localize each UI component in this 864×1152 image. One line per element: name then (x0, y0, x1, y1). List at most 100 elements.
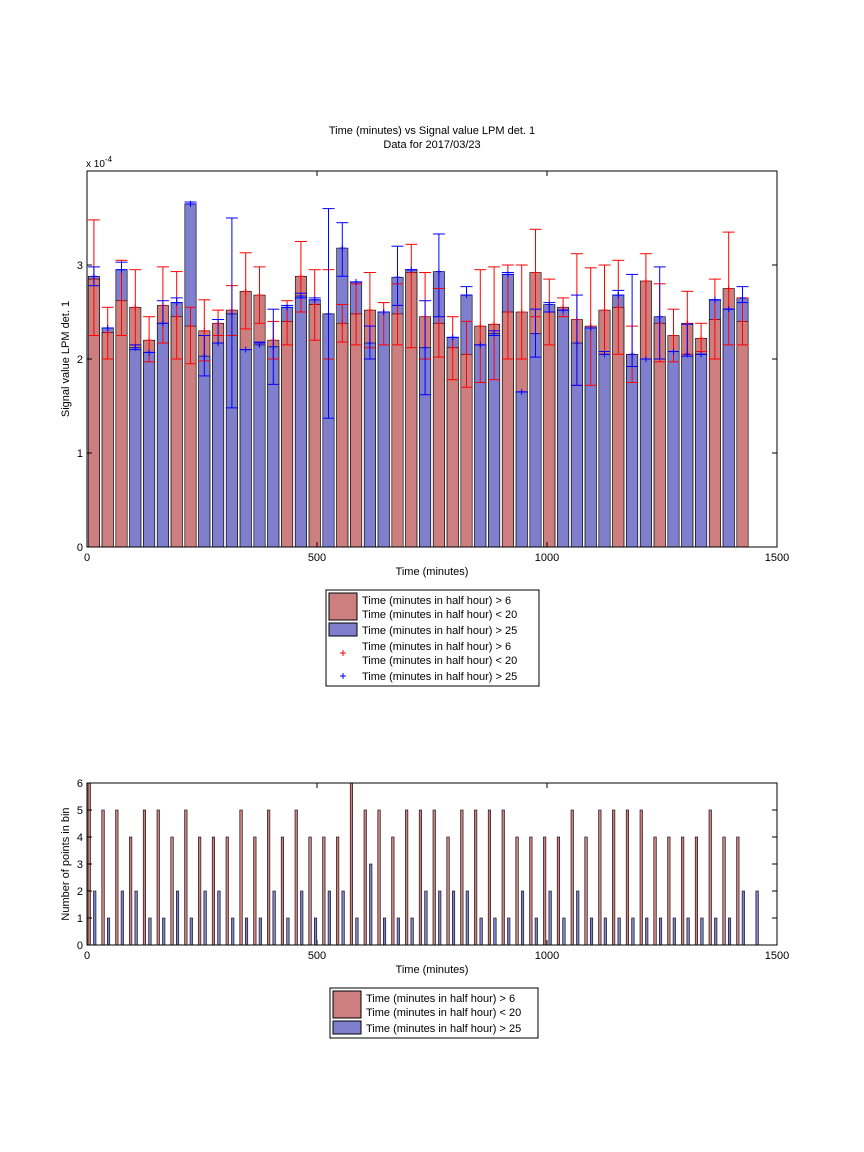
high-minute-bar (212, 342, 225, 548)
top-chart-y-tick-label: 2 (77, 354, 83, 366)
bottom-chart-x-tick-label: 500 (308, 950, 326, 962)
high-minute-count-bar (93, 890, 97, 946)
high-minute-count-bar (148, 917, 152, 946)
low-minute-count-bar (708, 809, 712, 946)
high-minute-bar (198, 355, 211, 548)
bottom-chart-axes: 0 500 1000 1500 0 1 2 3 4 5 6 (77, 778, 789, 962)
high-minute-bar (143, 352, 156, 548)
low-minute-count-bar (625, 809, 629, 946)
low-minute-bar (308, 304, 321, 548)
low-minute-bar (281, 321, 294, 548)
low-minute-bar (336, 322, 349, 548)
high-minute-count-bar (672, 917, 676, 946)
low-minute-count-bar (184, 809, 188, 946)
low-minute-count-bar (446, 836, 450, 946)
top-chart-legend-swatch (328, 592, 358, 621)
high-minute-count-bar (507, 917, 511, 946)
low-minute-count-bar (639, 809, 643, 946)
low-minute-count-bar (308, 836, 312, 946)
top-chart-x-axis-label: Time (minutes) (396, 566, 469, 578)
high-minute-count-bar (727, 917, 732, 946)
low-minute-count-bar (101, 809, 105, 946)
top-chart-y-tick-label: 3 (77, 260, 83, 272)
low-minute-count-bar (363, 809, 367, 946)
top-chart-bars (87, 203, 749, 548)
low-minute-count-bar (584, 836, 588, 946)
high-minute-count-bar (741, 890, 745, 946)
low-minute-count-bar (294, 809, 298, 946)
high-minute-count-bar (106, 917, 111, 946)
high-minute-bar (515, 391, 528, 548)
high-minute-count-bar (244, 917, 249, 946)
bottom-chart-y-tick-label: 5 (77, 805, 83, 817)
high-minute-count-bar (465, 890, 469, 946)
low-minute-count-bar (612, 809, 616, 946)
bottom-chart-legend-label: Time (minutes in half hour) > 6 (366, 993, 515, 1005)
low-minute-count-bar (198, 836, 202, 946)
high-minute-count-bar (576, 890, 580, 946)
low-minute-count-bar (129, 836, 133, 946)
low-minute-count-bar (349, 782, 353, 946)
low-minute-count-bar (722, 836, 726, 946)
low-minute-count-bar (418, 809, 422, 946)
high-minute-count-bar (189, 917, 193, 946)
high-minute-count-bar (286, 917, 290, 946)
high-minute-count-bar (493, 917, 497, 946)
bottom-chart-y-tick-label: 6 (77, 778, 83, 790)
high-minute-count-bar (396, 917, 400, 946)
bottom-chart-legend-swatch (332, 990, 362, 1019)
high-minute-count-bar (410, 917, 414, 946)
low-minute-count-bar (487, 809, 491, 946)
high-minute-count-bar (134, 890, 138, 946)
high-minute-bar (294, 295, 307, 548)
high-minute-bar (667, 351, 680, 548)
top-chart-exponent-base: x 10 (86, 159, 105, 170)
high-minute-count-bar (631, 917, 635, 946)
low-minute-count-bar (115, 809, 119, 946)
top-chart-axes: 0 500 1000 1500 0 1 2 3 (77, 170, 789, 564)
high-minute-count-bar (175, 890, 180, 946)
low-minute-count-bar (543, 836, 547, 946)
top-chart: Time (minutes) vs Signal value LPM det. … (60, 125, 789, 687)
high-minute-count-bar (217, 890, 221, 946)
top-chart-x-tick-label: 500 (308, 552, 326, 564)
high-minute-count-bar (548, 890, 552, 946)
high-minute-count-bar (120, 890, 124, 946)
low-minute-count-bar (322, 836, 326, 946)
high-minute-bar (129, 347, 142, 548)
high-minute-count-bar (203, 890, 207, 946)
bottom-chart-y-tick-label: 1 (77, 913, 83, 925)
top-chart-exponent: x 10-4 (86, 155, 113, 170)
low-minute-bar (115, 300, 128, 548)
high-minute-bar (239, 349, 252, 548)
top-chart-legend-label: Time (minutes in half hour) > 25 (362, 671, 517, 683)
bottom-chart: 0 500 1000 1500 0 1 2 3 4 5 6 Time (minutes) Numbe… (60, 778, 789, 1039)
low-minute-bar (736, 321, 749, 548)
top-chart-y-tick-label: 0 (77, 542, 83, 554)
low-minute-bar (543, 311, 556, 548)
high-minute-count-bar (382, 917, 387, 946)
top-chart-error-bars (87, 200, 749, 419)
low-minute-bar (391, 313, 404, 548)
bottom-chart-x-tick-label: 1500 (765, 950, 789, 962)
low-minute-count-bar (736, 836, 740, 946)
bottom-chart-y-tick-label: 2 (77, 886, 83, 898)
top-chart-exponent-power: -4 (105, 155, 113, 164)
high-minute-count-bar (369, 863, 373, 946)
low-minute-count-bar (570, 809, 574, 946)
high-minute-count-bar (341, 890, 345, 946)
low-minute-count-bar (474, 809, 478, 946)
low-minute-count-bar (460, 809, 464, 946)
high-minute-count-bar (355, 917, 359, 946)
low-minute-count-bar (156, 809, 160, 946)
low-minute-count-bar (253, 836, 257, 946)
high-minute-count-bar (438, 890, 442, 946)
top-chart-subtitle: Data for 2017/03/23 (383, 139, 480, 151)
high-minute-count-bar (313, 917, 318, 946)
top-chart-y-axis-label: Signal value LPM det. 1 (60, 301, 72, 417)
bottom-chart-y-tick-label: 4 (77, 832, 83, 844)
high-minute-count-bar (700, 917, 704, 946)
low-minute-count-bar (515, 836, 519, 946)
low-minute-count-bar (501, 809, 505, 946)
high-minute-count-bar (231, 917, 235, 946)
